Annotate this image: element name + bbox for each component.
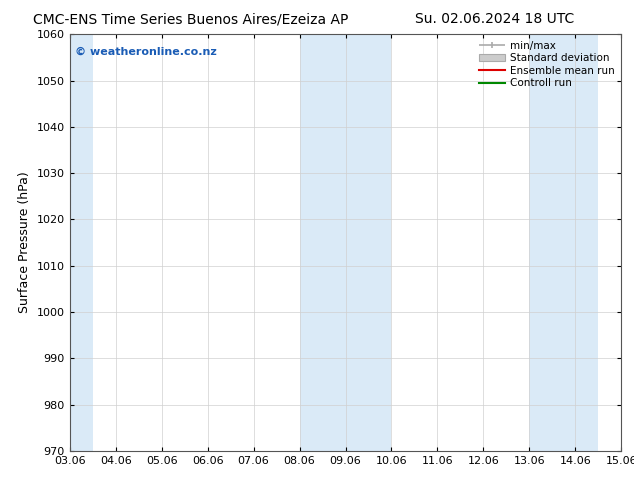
Legend: min/max, Standard deviation, Ensemble mean run, Controll run: min/max, Standard deviation, Ensemble me… (475, 36, 619, 93)
Text: Su. 02.06.2024 18 UTC: Su. 02.06.2024 18 UTC (415, 12, 574, 26)
Bar (299, 34, 391, 451)
Y-axis label: Surface Pressure (hPa): Surface Pressure (hPa) (18, 172, 31, 314)
Text: CMC-ENS Time Series Buenos Aires/Ezeiza AP: CMC-ENS Time Series Buenos Aires/Ezeiza … (32, 12, 348, 26)
Text: © weatheronline.co.nz: © weatheronline.co.nz (75, 47, 217, 57)
Bar (70, 34, 93, 451)
Bar (529, 34, 598, 451)
